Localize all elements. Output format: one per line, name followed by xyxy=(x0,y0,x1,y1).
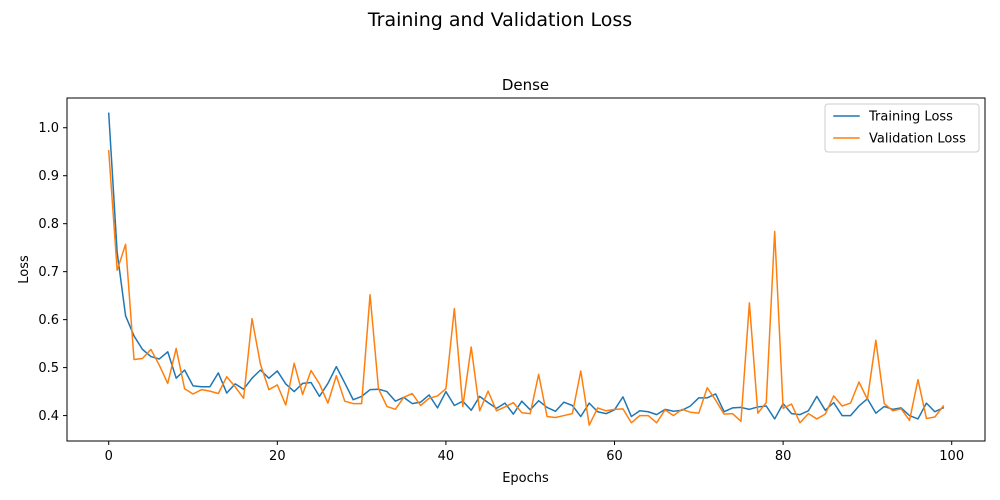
y-tick-label: 1.0 xyxy=(38,121,59,136)
x-tick-label: 60 xyxy=(606,449,623,464)
y-tick-label: 0.9 xyxy=(38,169,59,184)
x-tick-label: 80 xyxy=(775,449,792,464)
y-axis: 0.4 0.5 0.6 0.7 0.8 0.9 1.0 xyxy=(38,121,67,424)
y-axis-label: Loss xyxy=(17,255,32,284)
x-tick-label: 100 xyxy=(939,449,964,464)
plot-background xyxy=(67,98,985,441)
y-tick-label: 0.8 xyxy=(38,217,59,232)
plot-frame xyxy=(66,97,986,442)
x-tick-label: 20 xyxy=(269,449,286,464)
series-lines xyxy=(107,112,945,426)
legend: Training Loss Validation Loss xyxy=(824,103,980,153)
legend-label-validation: Validation Loss xyxy=(869,132,966,147)
chart-title: Dense xyxy=(502,76,549,94)
figure-suptitle: Training and Validation Loss xyxy=(367,9,632,31)
x-axis: 0 20 40 60 80 100 xyxy=(105,441,964,464)
legend-box xyxy=(824,103,980,153)
y-tick-label: 0.5 xyxy=(38,361,59,376)
y-tick-label: 0.6 xyxy=(38,313,59,328)
series-line-training-loss xyxy=(107,112,945,420)
x-tick-label: 40 xyxy=(438,449,455,464)
x-tick-label: 0 xyxy=(105,449,113,464)
x-axis-label: Epochs xyxy=(502,471,549,486)
y-tick-label: 0.4 xyxy=(38,409,59,424)
plot-area xyxy=(66,97,986,442)
legend-label-training: Training Loss xyxy=(868,110,953,125)
y-tick-label: 0.7 xyxy=(38,265,59,280)
series-line-validation-loss xyxy=(107,149,945,426)
